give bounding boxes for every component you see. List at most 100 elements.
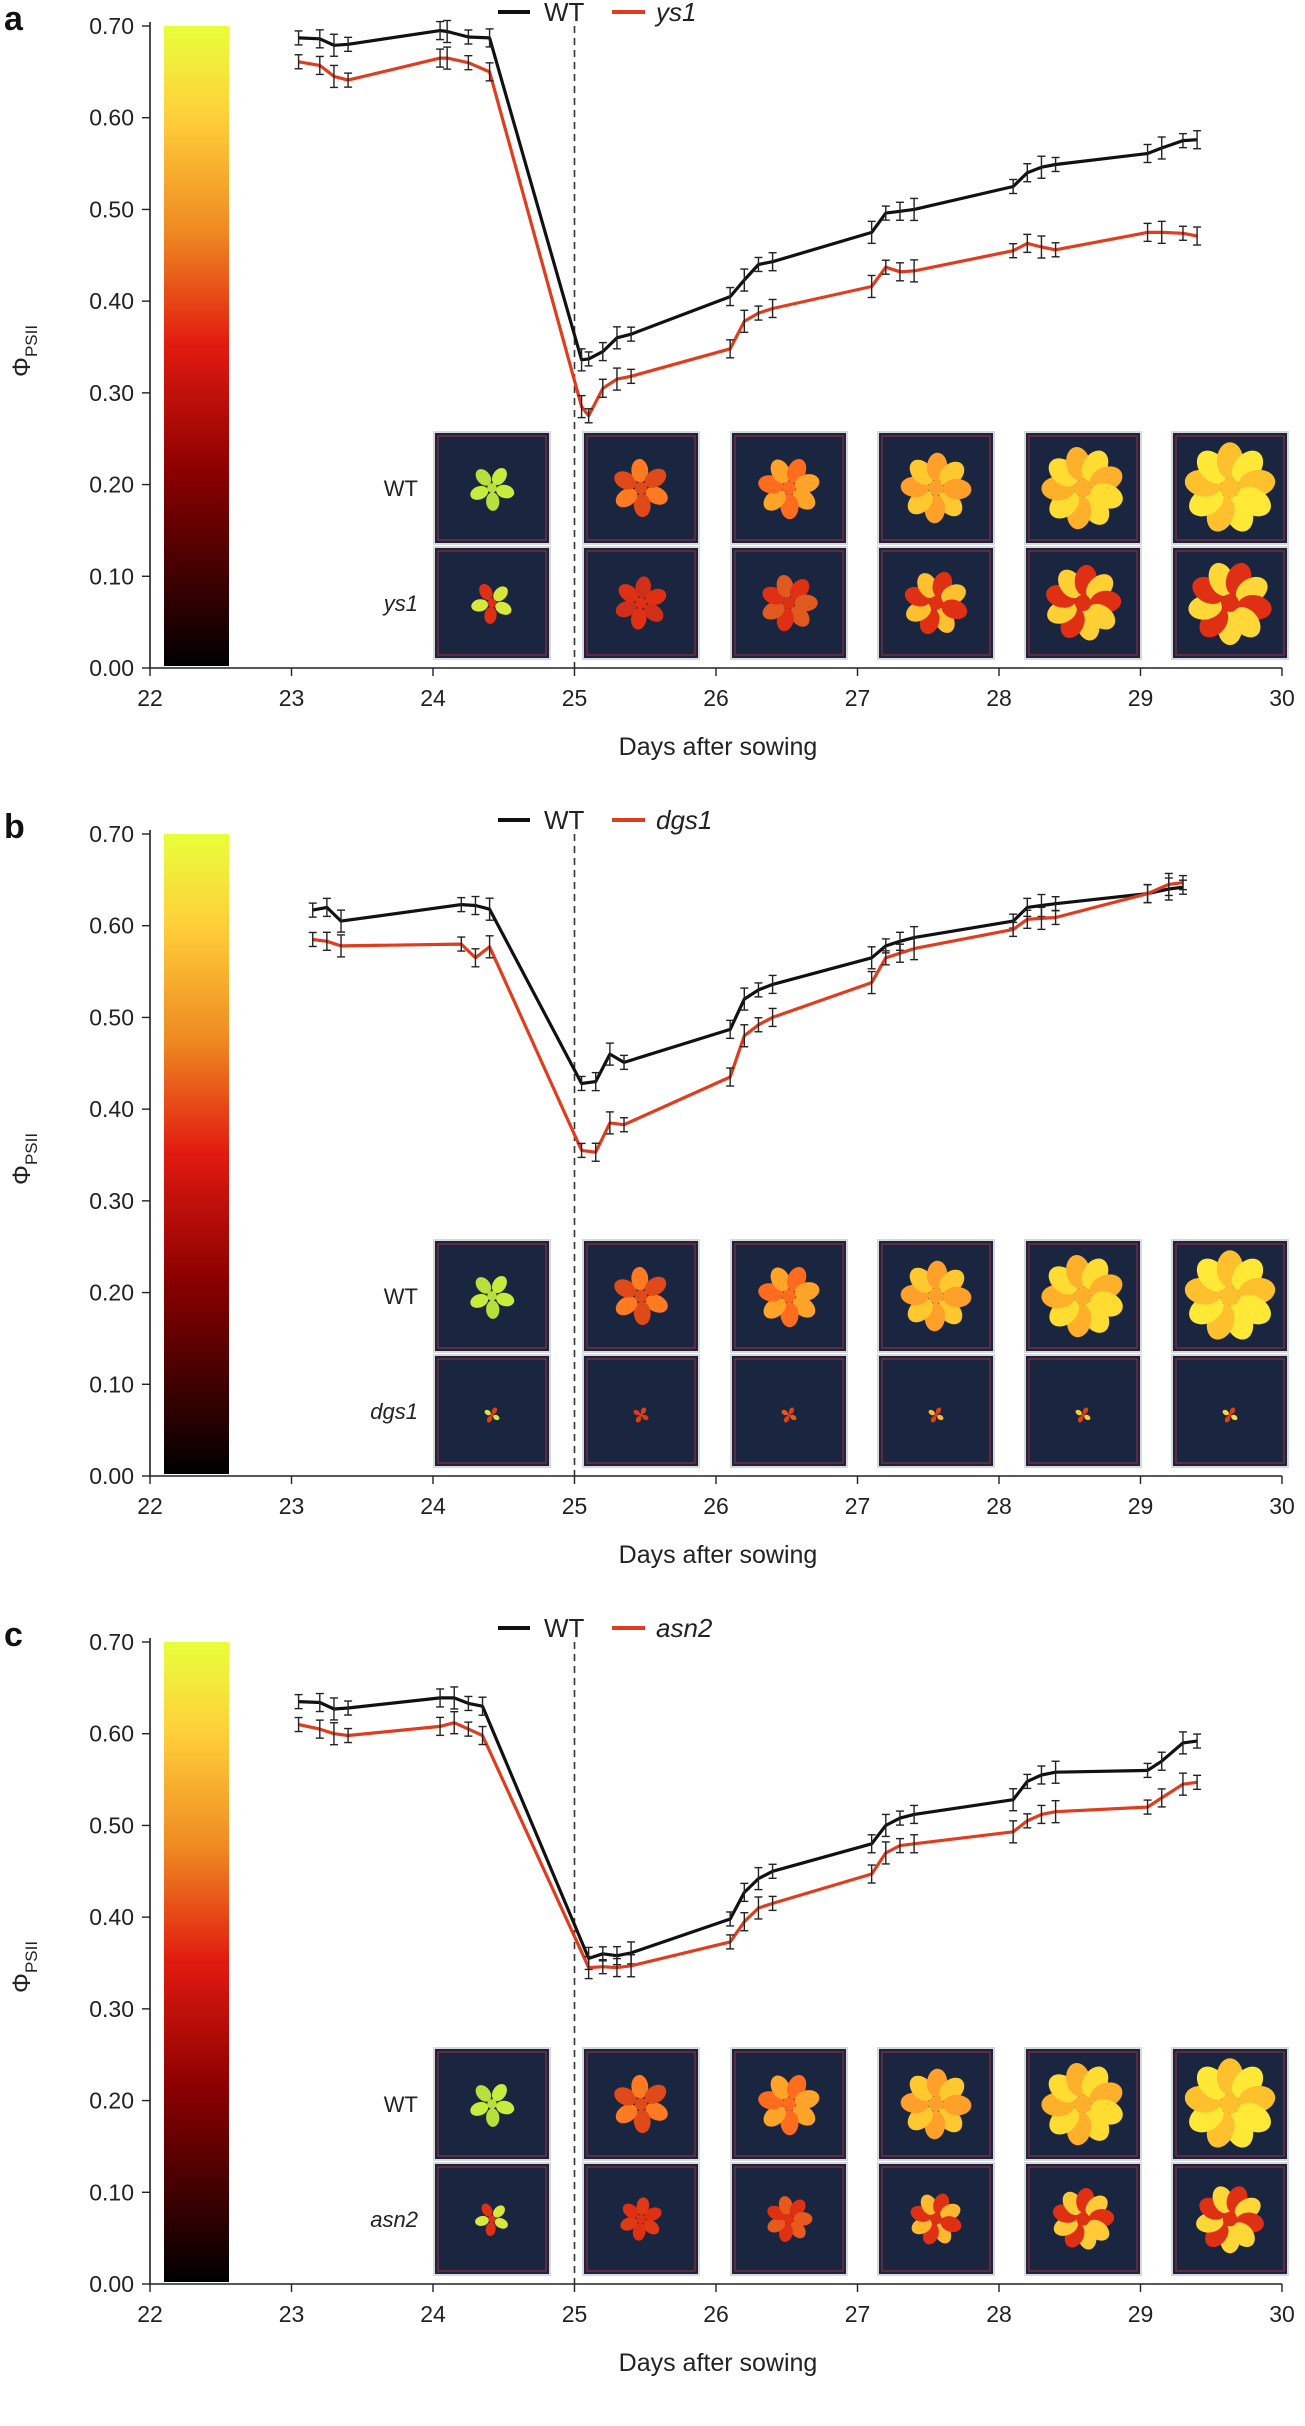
error-bar bbox=[620, 1117, 629, 1133]
error-bar bbox=[471, 895, 480, 916]
plant-mutant bbox=[471, 584, 512, 624]
error-bar bbox=[450, 1711, 459, 1735]
y-axis-label: ΦPSII bbox=[8, 325, 41, 377]
error-bar bbox=[1037, 235, 1046, 259]
series-mutant bbox=[294, 46, 1202, 424]
plant-wt bbox=[614, 458, 668, 518]
x-tick-label: 25 bbox=[562, 2301, 588, 2327]
plant-wt bbox=[1041, 2063, 1123, 2146]
legend-label-wt: WT bbox=[544, 1616, 585, 1643]
plant-wt bbox=[900, 1260, 972, 1332]
error-bar bbox=[315, 1692, 324, 1713]
error-bar bbox=[598, 378, 607, 398]
plant-wt bbox=[614, 2074, 668, 2134]
x-tick-label: 23 bbox=[279, 1493, 305, 1519]
x-tick-label: 26 bbox=[703, 1493, 729, 1519]
error-bar bbox=[910, 1804, 919, 1825]
image-row-label-mutant: ys1 bbox=[382, 591, 418, 616]
error-bar bbox=[598, 1958, 607, 1975]
error-bar bbox=[577, 348, 586, 372]
error-bar bbox=[294, 54, 303, 70]
legend: WT asn2 bbox=[498, 1616, 713, 1643]
y-tick-label: 0.30 bbox=[89, 380, 134, 406]
x-axis-label: Days after sowing bbox=[619, 1541, 818, 1569]
x-tick-label: 22 bbox=[137, 2301, 163, 2327]
plant-wt bbox=[470, 468, 515, 511]
plant-wt bbox=[470, 2084, 515, 2127]
y-tick-label: 0.70 bbox=[89, 1629, 134, 1655]
panel-label: b bbox=[4, 808, 25, 846]
plant-wt bbox=[1184, 442, 1276, 532]
error-bar bbox=[322, 931, 331, 952]
error-bar bbox=[768, 252, 777, 272]
error-bar bbox=[457, 896, 466, 913]
error-bar bbox=[605, 1042, 614, 1066]
image-row-label-wt: WT bbox=[384, 1284, 418, 1309]
error-bar bbox=[726, 1911, 735, 1927]
y-tick-label: 0.70 bbox=[89, 821, 134, 847]
error-bar bbox=[881, 1841, 890, 1865]
series-line bbox=[298, 56, 1198, 418]
error-bar bbox=[1157, 136, 1166, 160]
plant-mutant bbox=[1075, 1407, 1091, 1423]
colorbar bbox=[164, 26, 229, 666]
error-bar bbox=[895, 201, 904, 221]
plant-mutant bbox=[1052, 2187, 1115, 2250]
panel-c: c 0.00 0.10 0.20 0.30 0.40 0.50 0.60 0.70 22 23 24 2… bbox=[0, 1616, 1305, 2424]
plant-thumbnail bbox=[1024, 2162, 1142, 2276]
error-bar bbox=[768, 1863, 777, 1879]
error-bar bbox=[754, 1017, 763, 1033]
error-bar bbox=[612, 367, 621, 391]
error-bar bbox=[1009, 1788, 1018, 1812]
x-tick-label: 27 bbox=[845, 1493, 871, 1519]
error-bar bbox=[895, 1837, 904, 1854]
error-bar bbox=[308, 902, 317, 918]
y-tick-label: 0.10 bbox=[89, 2179, 134, 2205]
plant-image-grid: WT dgs1 bbox=[370, 1239, 1289, 1468]
x-axis-label: Days after sowing bbox=[619, 733, 818, 761]
error-bar bbox=[1051, 909, 1060, 926]
plant-mutant bbox=[910, 2193, 962, 2245]
x-tick-label: 22 bbox=[137, 685, 163, 711]
error-bar bbox=[485, 935, 494, 959]
error-bar bbox=[577, 1075, 586, 1092]
image-row-label-wt: WT bbox=[384, 2092, 418, 2117]
error-bar bbox=[881, 1813, 890, 1838]
plant-wt bbox=[758, 2074, 820, 2136]
plant-thumbnail bbox=[582, 546, 700, 660]
legend: WT dgs1 bbox=[498, 808, 712, 835]
error-bar bbox=[1157, 1788, 1166, 1808]
x-axis-label: Days after sowing bbox=[619, 2349, 818, 2377]
error-bar bbox=[464, 54, 473, 71]
y-tick-label: 0.50 bbox=[89, 1004, 134, 1030]
error-bar bbox=[754, 1896, 763, 1920]
y-tick-label: 0.50 bbox=[89, 196, 134, 222]
error-bar bbox=[471, 948, 480, 968]
y-tick-label: 0.70 bbox=[89, 13, 134, 39]
error-bar bbox=[478, 1725, 487, 1746]
error-bar bbox=[1143, 1762, 1152, 1779]
error-bar bbox=[1157, 220, 1166, 245]
error-bar bbox=[895, 943, 904, 963]
error-bar bbox=[464, 1695, 473, 1712]
error-bar bbox=[627, 1954, 636, 1978]
plant-wt bbox=[900, 2068, 972, 2140]
panel-a: a 0.00 0.10 0.20 0.30 0.40 0.50 0.60 0.70 22 23 24 2… bbox=[0, 0, 1305, 808]
error-bar bbox=[754, 982, 763, 998]
error-bar bbox=[867, 1864, 876, 1884]
error-bar bbox=[1193, 1733, 1202, 1749]
plant-wt bbox=[900, 452, 972, 524]
error-bar bbox=[768, 1007, 777, 1028]
error-bar bbox=[344, 1700, 353, 1716]
image-row-label-mutant: asn2 bbox=[370, 2207, 418, 2232]
plant-image-grid: WT asn2 bbox=[370, 2047, 1289, 2276]
error-bar bbox=[740, 1912, 749, 1932]
x-tick-label: 30 bbox=[1269, 685, 1295, 711]
error-bar bbox=[627, 368, 636, 385]
x-tick-label: 29 bbox=[1128, 2301, 1154, 2327]
plant-mutant bbox=[620, 2197, 662, 2241]
error-bar bbox=[768, 974, 777, 995]
x-tick-label: 28 bbox=[986, 2301, 1012, 2327]
legend-label-mutant: asn2 bbox=[656, 1616, 713, 1643]
y-tick-label: 0.00 bbox=[89, 655, 134, 681]
